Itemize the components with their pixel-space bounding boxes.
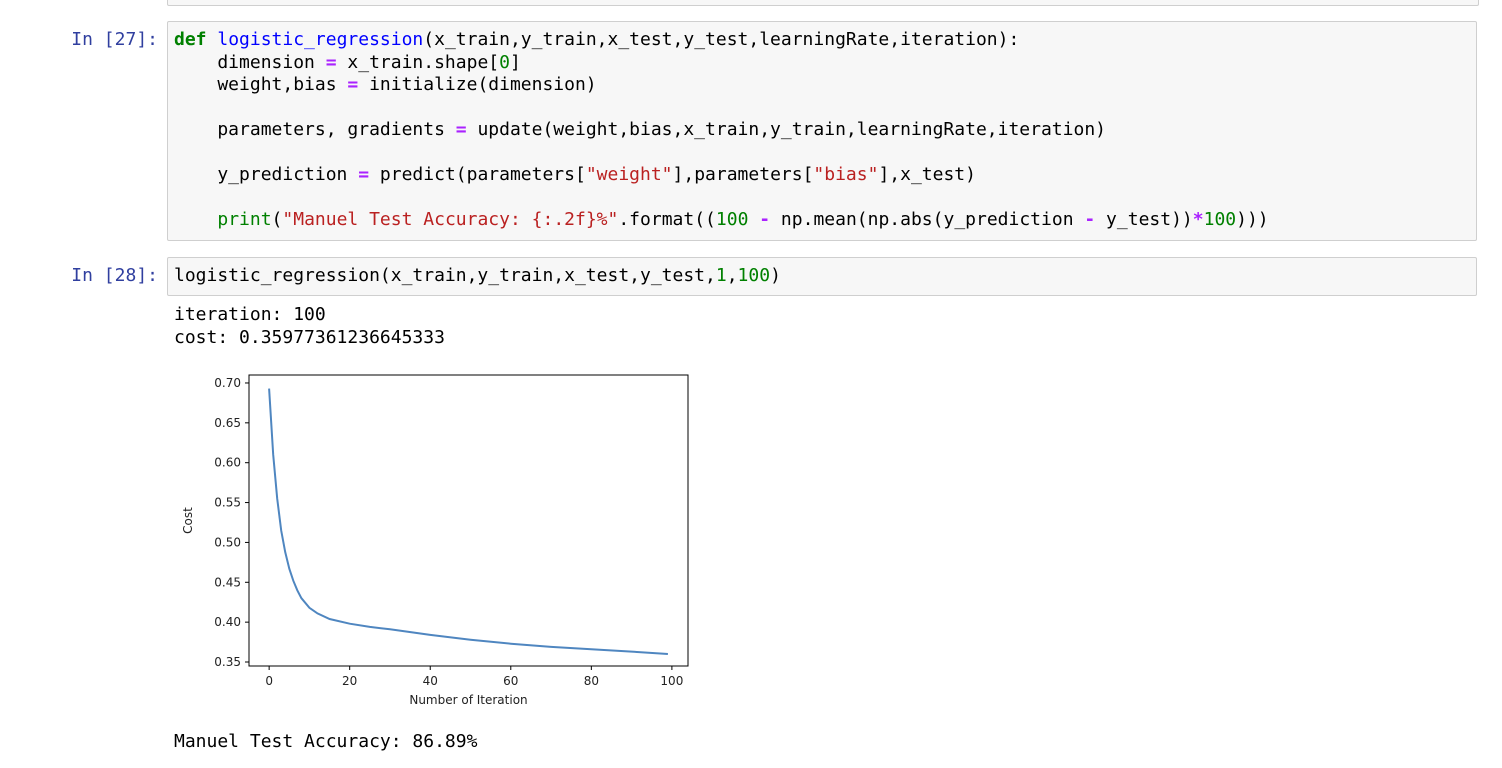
plot-frame (248, 374, 689, 667)
code-token: = (347, 74, 359, 95)
code-token: predict(parameters[ (369, 164, 586, 185)
y-axis-label: Cost (181, 507, 195, 534)
x-tick-label: 0 (265, 674, 273, 688)
code-line: weight,bias = initialize(dimension) (174, 74, 1470, 97)
cost-chart: 0 20 40 60 80 100 0.35 0.40 0.45 0.50 0.55 0.60 0.65… (181, 374, 689, 707)
y-tick-label: 0.60 (214, 456, 241, 470)
code-token: "bias" (813, 164, 879, 185)
y-tick-label: 0.45 (214, 575, 241, 589)
code-token: logistic_regression (217, 29, 424, 50)
code-token: update(weight,bias,x_train,y_train,learn… (466, 119, 1106, 140)
code-line: logistic_regression(x_train,y_train,x_te… (174, 265, 1470, 288)
code-token: x_train.shape[ (336, 51, 500, 73)
code-line (174, 97, 1470, 120)
y-tick-label: 0.50 (214, 535, 241, 549)
code-token: = (455, 119, 467, 140)
x-tick-label: 100 (660, 674, 683, 688)
code-token: initialize(dimension) (358, 74, 597, 95)
x-tick-label: 40 (423, 674, 438, 688)
code-token: logistic_regression(x_train,y_train,x_te… (174, 265, 716, 286)
previous-cell-stub (167, 0, 1479, 6)
code-token: ],parameters[ (672, 164, 814, 185)
code-token: = (325, 51, 337, 73)
code-token: 100 (1203, 209, 1237, 230)
x-tick-label: 80 (584, 674, 599, 688)
code-token: 100 (737, 265, 771, 286)
code-line: y_prediction = predict(parameters["weigh… (174, 164, 1470, 187)
output-iteration-line: iteration: 100 (174, 304, 326, 325)
code-token (174, 209, 217, 230)
code-token: "Manuel Test Accuracy: {:.2f}%" (282, 209, 619, 230)
code-cell-27-input[interactable]: def logistic_regression(x_train,y_train,… (167, 21, 1477, 241)
code-token: .format(( (618, 209, 716, 230)
code-token: print (217, 209, 272, 230)
code-token: ( (271, 209, 283, 230)
code-token: y_prediction (174, 164, 359, 185)
code-token: * (1192, 209, 1204, 230)
x-tick-label: 20 (342, 674, 357, 688)
output-accuracy-line: Manuel Test Accuracy: 86.89% (174, 731, 478, 752)
y-tick-label: 0.70 (214, 376, 241, 390)
output-cost-line: cost: 0.35977361236645333 (174, 327, 445, 348)
code-token: def (174, 29, 207, 50)
code-token: - (759, 209, 771, 230)
y-tick-label: 0.40 (214, 615, 241, 629)
code-line: print("Manuel Test Accuracy: {:.2f}%".fo… (174, 209, 1470, 232)
code-token: , (726, 265, 738, 286)
code-token: - (1084, 209, 1096, 230)
code-token: weight,bias (174, 74, 348, 95)
x-tick-label: 60 (503, 674, 518, 688)
code-token: (x_train,y_train,x_test,y_test,learningR… (423, 29, 1020, 50)
code-token: ))) (1236, 209, 1269, 230)
code-token: dimension (174, 51, 326, 73)
code-cell-28-input[interactable]: logistic_regression(x_train,y_train,x_te… (167, 257, 1477, 296)
code-token (748, 209, 759, 230)
code-line: dimension = x_train.shape[0] (174, 52, 1470, 75)
code-token: ],x_test) (878, 164, 976, 185)
code-token: ) (770, 265, 781, 286)
code-token: ] (509, 51, 521, 73)
x-axis-label: Number of Iteration (409, 693, 527, 707)
code-line (174, 142, 1470, 165)
code-token: 100 (715, 209, 749, 230)
y-tick-label: 0.65 (214, 416, 241, 430)
code-token: np.mean(np.abs(y_prediction (770, 209, 1085, 230)
code-line: def logistic_regression(x_train,y_train,… (174, 29, 1470, 52)
code-line: parameters, gradients = update(weight,bi… (174, 119, 1470, 142)
y-tick-label: 0.35 (214, 655, 241, 669)
code-token: 0 (499, 51, 510, 73)
cost-series-line (268, 388, 668, 655)
y-tick-label: 0.55 (214, 496, 241, 510)
code-token: 1 (715, 265, 727, 286)
cell-prompt-27: In [27]: (71, 29, 158, 50)
code-token (207, 29, 218, 50)
code-token: = (358, 164, 370, 185)
cell-prompt-28: In [28]: (71, 265, 158, 286)
code-token: parameters, gradients (174, 119, 456, 140)
code-line (174, 187, 1470, 210)
code-token: "weight" (585, 164, 673, 185)
code-token: y_test)) (1095, 209, 1193, 230)
